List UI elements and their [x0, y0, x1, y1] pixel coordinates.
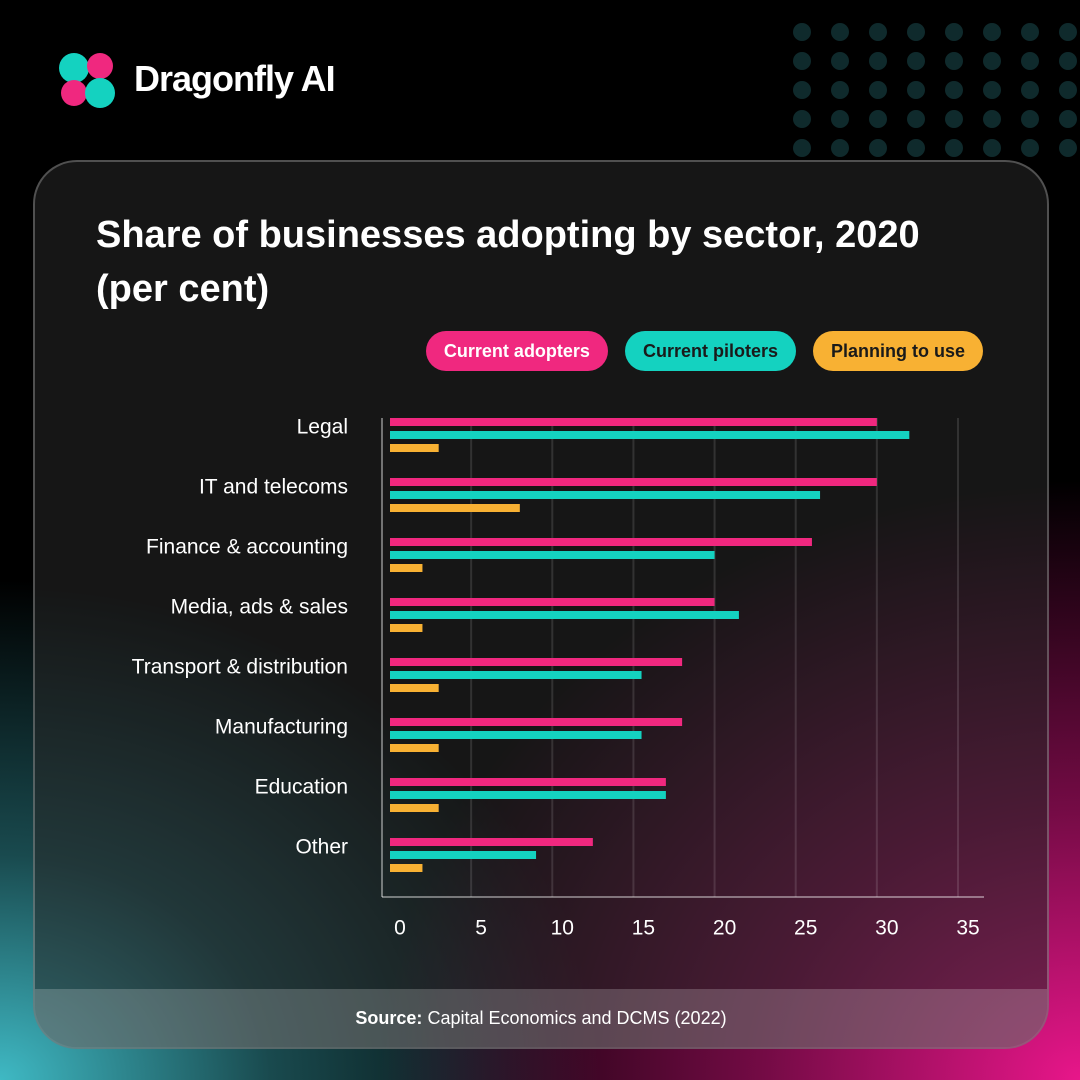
decor-dot — [945, 139, 963, 157]
bar — [390, 658, 683, 666]
x-tick-label: 20 — [713, 917, 736, 940]
decor-dot — [1021, 23, 1039, 41]
decor-dot — [869, 139, 887, 157]
decor-dot — [793, 81, 811, 99]
decor-dot — [1059, 139, 1077, 157]
legend-item: Planning to use — [812, 331, 983, 371]
decor-dot — [907, 52, 925, 70]
bar — [390, 611, 739, 619]
decor-dot — [831, 110, 849, 128]
decor-dot — [983, 81, 1001, 99]
logo-dot — [59, 53, 89, 83]
decor-dot — [945, 81, 963, 99]
bar — [390, 804, 439, 812]
y-tick-label: Media, ads & sales — [171, 596, 348, 619]
decor-dot — [983, 52, 1001, 70]
y-tick-label: Legal — [297, 416, 348, 439]
decor-dot — [907, 139, 925, 157]
bar — [390, 851, 537, 859]
bar — [390, 418, 877, 426]
decor-dot — [869, 52, 887, 70]
bar — [390, 431, 910, 439]
x-tick-label: 15 — [632, 917, 655, 940]
bar — [390, 864, 423, 872]
y-tick-label: Education — [255, 776, 348, 799]
decor-dot — [831, 81, 849, 99]
decor-dot — [831, 52, 849, 70]
brand: Dragonfly AI — [134, 58, 336, 99]
bar — [390, 564, 423, 572]
decor-dot — [793, 23, 811, 41]
decor-dot — [1021, 139, 1039, 157]
y-tick-label: Other — [295, 836, 348, 859]
decor-dot — [945, 52, 963, 70]
decor-dot — [831, 139, 849, 157]
decor-dot — [1059, 23, 1077, 41]
bar — [390, 718, 683, 726]
logo-dot — [87, 53, 113, 79]
y-tick-label: Manufacturing — [215, 716, 348, 739]
source-text: Capital Economics and DCMS (2022) — [427, 1008, 727, 1028]
bar — [390, 838, 593, 846]
decor-dot — [907, 110, 925, 128]
bar — [390, 504, 520, 512]
y-tick-label: Finance & accounting — [146, 536, 348, 559]
bar — [390, 778, 666, 786]
source: Source: Capital Economics and DCMS (2022… — [35, 989, 1047, 1047]
decor-dot — [793, 52, 811, 70]
x-tick-label: 5 — [475, 917, 487, 940]
bar — [390, 538, 812, 546]
chart-title: Share of businesses adopting by sector, … — [96, 214, 920, 310]
decor-dot — [983, 23, 1001, 41]
bar — [390, 624, 423, 632]
decor-dot — [983, 139, 1001, 157]
logo-dot — [85, 78, 115, 108]
bar — [390, 478, 877, 486]
source-label: Source: — [355, 1008, 423, 1028]
decor — [59, 23, 1077, 157]
x-tick-label: 30 — [875, 917, 898, 940]
bar — [390, 598, 715, 606]
decor-dot — [1021, 52, 1039, 70]
decor-dot — [945, 110, 963, 128]
decor-dot — [907, 23, 925, 41]
legend-item: Current piloters — [624, 331, 796, 371]
legend: Current adopters Current piloters Planning… — [425, 331, 983, 371]
x-tick-label: 10 — [551, 917, 574, 940]
legend-item: Current adopters — [425, 331, 608, 371]
decor-dot — [831, 23, 849, 41]
decor-dot — [1059, 110, 1077, 128]
x-tick-label: 35 — [956, 917, 979, 940]
logo-dot — [61, 80, 87, 106]
decor-dot — [945, 23, 963, 41]
y-tick-label: IT and telecoms — [199, 476, 348, 499]
bar — [390, 444, 439, 452]
decor-dot — [1021, 81, 1039, 99]
bar — [390, 491, 821, 499]
y-tick-label: Transport & distribution — [132, 656, 348, 679]
decor-dot — [983, 110, 1001, 128]
bar — [390, 684, 439, 692]
bar — [390, 791, 666, 799]
decor-dot — [793, 110, 811, 128]
bar — [390, 731, 642, 739]
decor-dot — [869, 110, 887, 128]
decor-dot — [869, 23, 887, 41]
decor-dot — [1021, 110, 1039, 128]
bar — [390, 551, 715, 559]
decor-dot — [907, 81, 925, 99]
decor-dot — [1059, 52, 1077, 70]
decor-dot — [793, 139, 811, 157]
bar — [390, 744, 439, 752]
x-tick-label: 25 — [794, 917, 817, 940]
decor-dot — [869, 81, 887, 99]
decor-dot — [1059, 81, 1077, 99]
x-tick-label: 0 — [394, 917, 406, 940]
bar — [390, 671, 642, 679]
